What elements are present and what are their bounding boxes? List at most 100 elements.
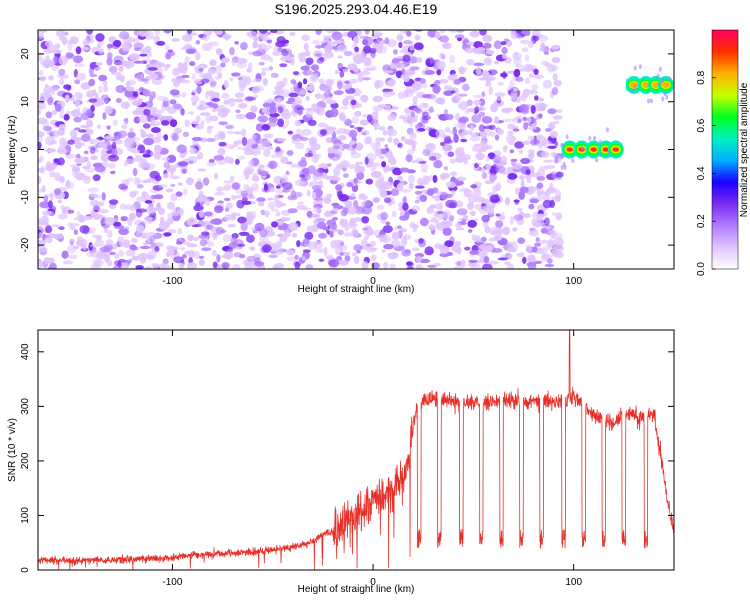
noise-speckle — [149, 235, 156, 242]
noise-speckle — [549, 182, 554, 191]
noise-speckle — [504, 261, 511, 266]
noise-speckle — [268, 106, 277, 115]
noise-speckle — [147, 67, 158, 71]
tone-peak — [566, 147, 573, 152]
noise-speckle — [530, 104, 536, 114]
noise-speckle — [57, 157, 65, 166]
noise-speckle — [456, 208, 468, 216]
noise-speckle — [285, 48, 291, 52]
noise-speckle — [455, 148, 465, 157]
noise-speckle — [467, 219, 478, 228]
noise-speckle — [466, 59, 475, 66]
noise-speckle — [49, 171, 56, 178]
noise-speckle — [349, 140, 356, 146]
snr-ytick-label: 200 — [20, 452, 31, 469]
noise-speckle — [189, 61, 196, 67]
noise-speckle — [389, 263, 397, 269]
noise-speckle — [315, 30, 322, 36]
noise-speckle — [237, 216, 247, 224]
noise-speckle — [70, 223, 80, 227]
noise-speckle — [123, 139, 134, 148]
noise-speckle — [197, 195, 206, 202]
noise-speckle — [123, 162, 128, 167]
noise-speckle — [535, 237, 540, 242]
noise-speckle — [554, 195, 562, 202]
noise-speckle — [275, 104, 286, 109]
noise-speckle — [521, 47, 529, 53]
noise-speckle — [173, 256, 185, 264]
noise-speckle — [363, 67, 371, 72]
noise-speckle — [518, 191, 525, 200]
noise-speckle — [526, 178, 532, 184]
noise-speckle — [72, 137, 82, 142]
noise-speckle — [125, 37, 136, 43]
noise-speckle — [94, 149, 99, 153]
noise-speckle — [244, 221, 253, 225]
noise-speckle — [117, 261, 122, 268]
noise-speckle — [372, 105, 384, 112]
noise-speckle — [365, 178, 374, 185]
noise-speckle — [337, 190, 343, 199]
noise-speckle — [522, 140, 531, 145]
noise-speckle — [307, 165, 316, 175]
noise-speckle — [384, 37, 390, 45]
noise-speckle — [396, 183, 404, 192]
noise-speckle — [382, 130, 388, 136]
noise-speckle — [479, 30, 487, 36]
spectrogram-ytick-label: -10 — [20, 190, 31, 205]
noise-speckle — [360, 53, 365, 63]
noise-speckle — [172, 133, 179, 142]
noise-speckle — [138, 30, 149, 37]
noise-speckle — [141, 179, 152, 184]
noise-speckle — [132, 99, 143, 106]
noise-speckle — [251, 78, 263, 83]
noise-speckle — [154, 175, 162, 182]
noise-speckle — [202, 30, 208, 36]
noise-speckle — [453, 265, 463, 269]
noise-speckle — [181, 168, 187, 174]
noise-speckle — [456, 147, 465, 151]
noise-speckle — [315, 53, 322, 57]
noise-speckle — [218, 121, 228, 126]
noise-speckle — [226, 253, 232, 260]
noise-speckle — [531, 218, 542, 226]
noise-speckle — [450, 190, 456, 197]
noise-speckle — [421, 82, 428, 89]
noise-speckle — [197, 151, 204, 159]
noise-speckle — [175, 191, 183, 197]
noise-speckle — [170, 193, 178, 202]
noise-speckle — [237, 146, 243, 150]
noise-speckle — [496, 235, 503, 240]
noise-speckle — [454, 34, 465, 40]
tone-speckle — [607, 151, 611, 156]
noise-speckle — [489, 194, 500, 204]
noise-speckle — [398, 41, 403, 49]
noise-speckle — [170, 183, 176, 187]
noise-speckle — [382, 88, 394, 92]
noise-speckle — [218, 141, 227, 147]
noise-speckle — [430, 195, 437, 199]
noise-speckle — [257, 115, 269, 123]
noise-speckle — [520, 39, 529, 45]
noise-speckle — [250, 105, 258, 113]
noise-speckle — [252, 86, 260, 94]
noise-speckle — [138, 115, 148, 124]
noise-speckle — [397, 91, 405, 100]
noise-speckle — [406, 30, 412, 37]
noise-speckle — [184, 43, 192, 51]
noise-speckle — [277, 106, 284, 114]
noise-speckle — [386, 128, 398, 137]
noise-speckle — [90, 104, 95, 113]
noise-speckle — [375, 79, 384, 88]
noise-speckle — [305, 95, 310, 102]
noise-speckle — [213, 155, 225, 161]
noise-speckle — [348, 163, 356, 170]
noise-speckle — [92, 138, 104, 147]
noise-speckle — [370, 254, 377, 262]
noise-speckle — [163, 161, 171, 169]
noise-speckle — [275, 151, 283, 158]
noise-speckle — [440, 195, 448, 199]
noise-speckle — [89, 146, 96, 155]
noise-speckle — [522, 213, 532, 218]
noise-speckle — [551, 87, 559, 96]
